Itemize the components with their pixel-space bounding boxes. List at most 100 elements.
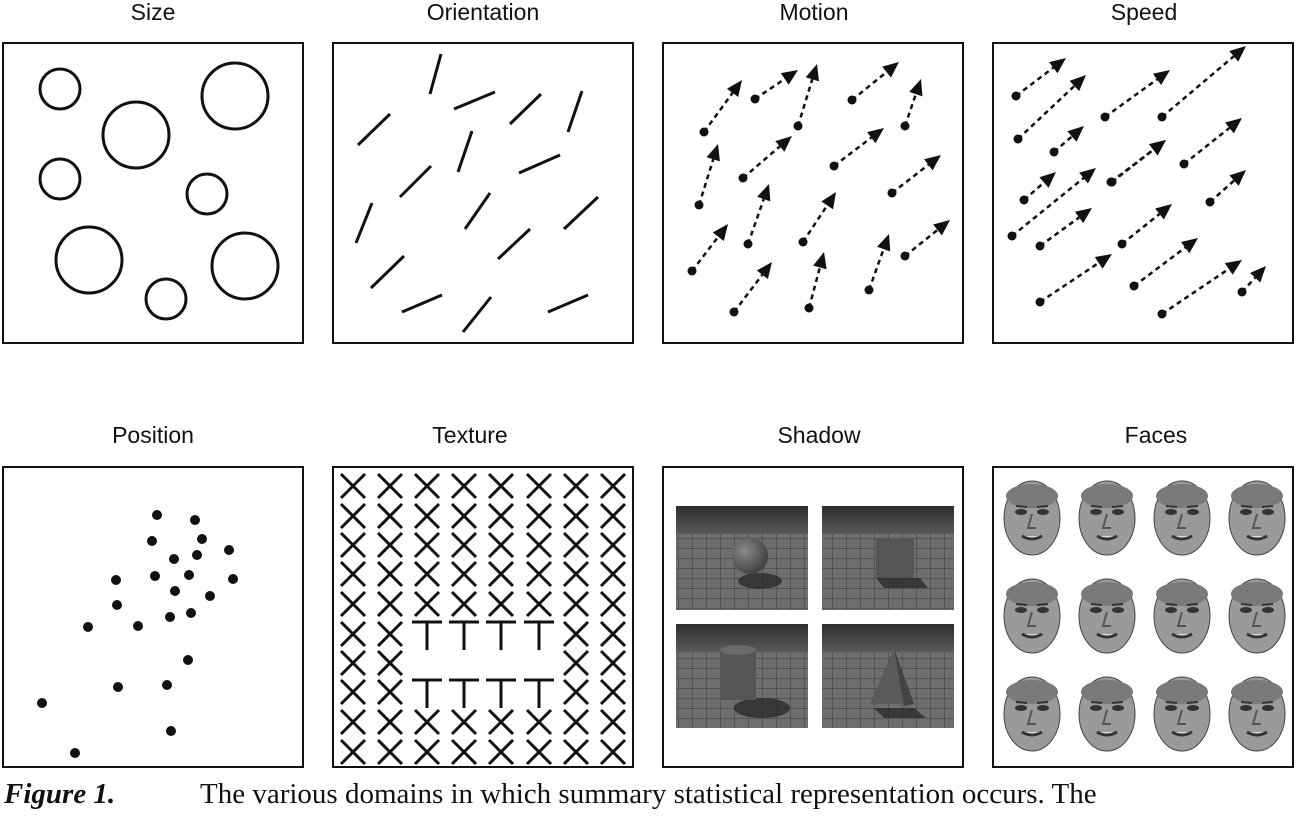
face-image xyxy=(1152,479,1212,557)
texture-x xyxy=(339,708,367,736)
texture-x xyxy=(376,502,404,530)
texture-x xyxy=(450,708,478,736)
texture-x xyxy=(376,678,404,706)
texture-grid xyxy=(339,472,627,766)
panel-title-speed: Speed xyxy=(1110,0,1178,25)
texture-x xyxy=(376,738,404,766)
texture-x xyxy=(450,738,478,766)
texture-x xyxy=(487,708,515,736)
texture-x xyxy=(525,560,553,588)
texture-x xyxy=(525,738,553,766)
size-panel xyxy=(2,42,304,344)
texture-x xyxy=(413,708,441,736)
texture-x xyxy=(599,708,627,736)
texture-x xyxy=(599,502,627,530)
faces-panel xyxy=(992,466,1294,768)
texture-t xyxy=(524,678,554,708)
texture-x xyxy=(376,708,404,736)
speed-arrow xyxy=(1011,58,1066,101)
texture-x xyxy=(562,708,590,736)
motion-arrow xyxy=(864,234,891,295)
panel-title-shadow: Shadow xyxy=(777,422,861,448)
texture-x xyxy=(376,531,404,559)
speed-arrow xyxy=(1117,204,1172,249)
texture-x xyxy=(339,502,367,530)
texture-x xyxy=(562,531,590,559)
texture-x xyxy=(339,649,367,677)
texture-x xyxy=(339,620,367,648)
speed-arrow xyxy=(1157,46,1246,122)
face-image xyxy=(1002,577,1062,655)
face-image xyxy=(1227,577,1287,655)
texture-x xyxy=(562,738,590,766)
speed-arrow xyxy=(1035,254,1112,307)
speed-arrow xyxy=(1107,140,1166,187)
panel-title-orientation: Orientation xyxy=(426,0,540,25)
motion-arrow xyxy=(847,62,899,105)
texture-x xyxy=(599,678,627,706)
texture-x xyxy=(562,649,590,677)
texture-x xyxy=(413,472,441,500)
position-dots xyxy=(37,510,238,758)
speed-arrow xyxy=(1035,208,1092,251)
caption-text: The various domains in which summary sta… xyxy=(200,778,1097,810)
texture-x xyxy=(450,502,478,530)
texture-x xyxy=(413,531,441,559)
orientation-lines xyxy=(354,53,600,333)
texture-x xyxy=(487,560,515,588)
texture-x xyxy=(376,590,404,618)
motion-arrow xyxy=(729,262,772,317)
texture-x xyxy=(376,649,404,677)
motion-arrow xyxy=(793,64,820,131)
face-image xyxy=(1227,675,1287,753)
texture-x xyxy=(599,472,627,500)
faces-grid xyxy=(1002,479,1287,753)
texture-t xyxy=(486,678,516,708)
texture-t xyxy=(449,678,479,708)
face-image xyxy=(1152,577,1212,655)
speed-arrow xyxy=(1013,75,1086,144)
texture-panel xyxy=(332,466,634,768)
shadow-sphere-scene xyxy=(676,506,808,610)
texture-x xyxy=(487,738,515,766)
speed-arrow xyxy=(1129,238,1198,291)
texture-x xyxy=(562,502,590,530)
shadow-panel xyxy=(662,466,964,768)
texture-x xyxy=(450,472,478,500)
panel-title-size: Size xyxy=(130,0,176,25)
texture-x xyxy=(599,738,627,766)
texture-x xyxy=(562,620,590,648)
texture-t xyxy=(524,620,554,650)
texture-x xyxy=(450,531,478,559)
motion-arrow xyxy=(738,136,792,183)
texture-x xyxy=(376,472,404,500)
face-image xyxy=(1227,479,1287,557)
texture-x xyxy=(339,472,367,500)
motion-arrow xyxy=(829,128,884,171)
shadow-renderings xyxy=(676,506,954,728)
speed-panel xyxy=(992,42,1294,344)
texture-x xyxy=(562,590,590,618)
texture-x xyxy=(450,590,478,618)
texture-x xyxy=(487,502,515,530)
texture-x xyxy=(599,620,627,648)
texture-x xyxy=(525,708,553,736)
speed-arrows xyxy=(1007,46,1266,319)
texture-t xyxy=(449,620,479,650)
motion-arrow xyxy=(900,79,923,131)
figure-caption: Figure 1. The various domains in which su… xyxy=(4,776,1298,812)
texture-x xyxy=(599,531,627,559)
speed-arrow xyxy=(1049,126,1084,157)
texture-x xyxy=(376,560,404,588)
speed-arrow xyxy=(1019,172,1056,205)
motion-arrows xyxy=(687,62,950,317)
texture-x xyxy=(487,531,515,559)
texture-t xyxy=(486,620,516,650)
size-circles xyxy=(38,61,280,321)
texture-x xyxy=(562,560,590,588)
speed-arrow xyxy=(1100,70,1170,122)
texture-x xyxy=(339,590,367,618)
motion-arrow xyxy=(798,192,836,247)
face-image xyxy=(1077,479,1137,557)
texture-x xyxy=(413,738,441,766)
